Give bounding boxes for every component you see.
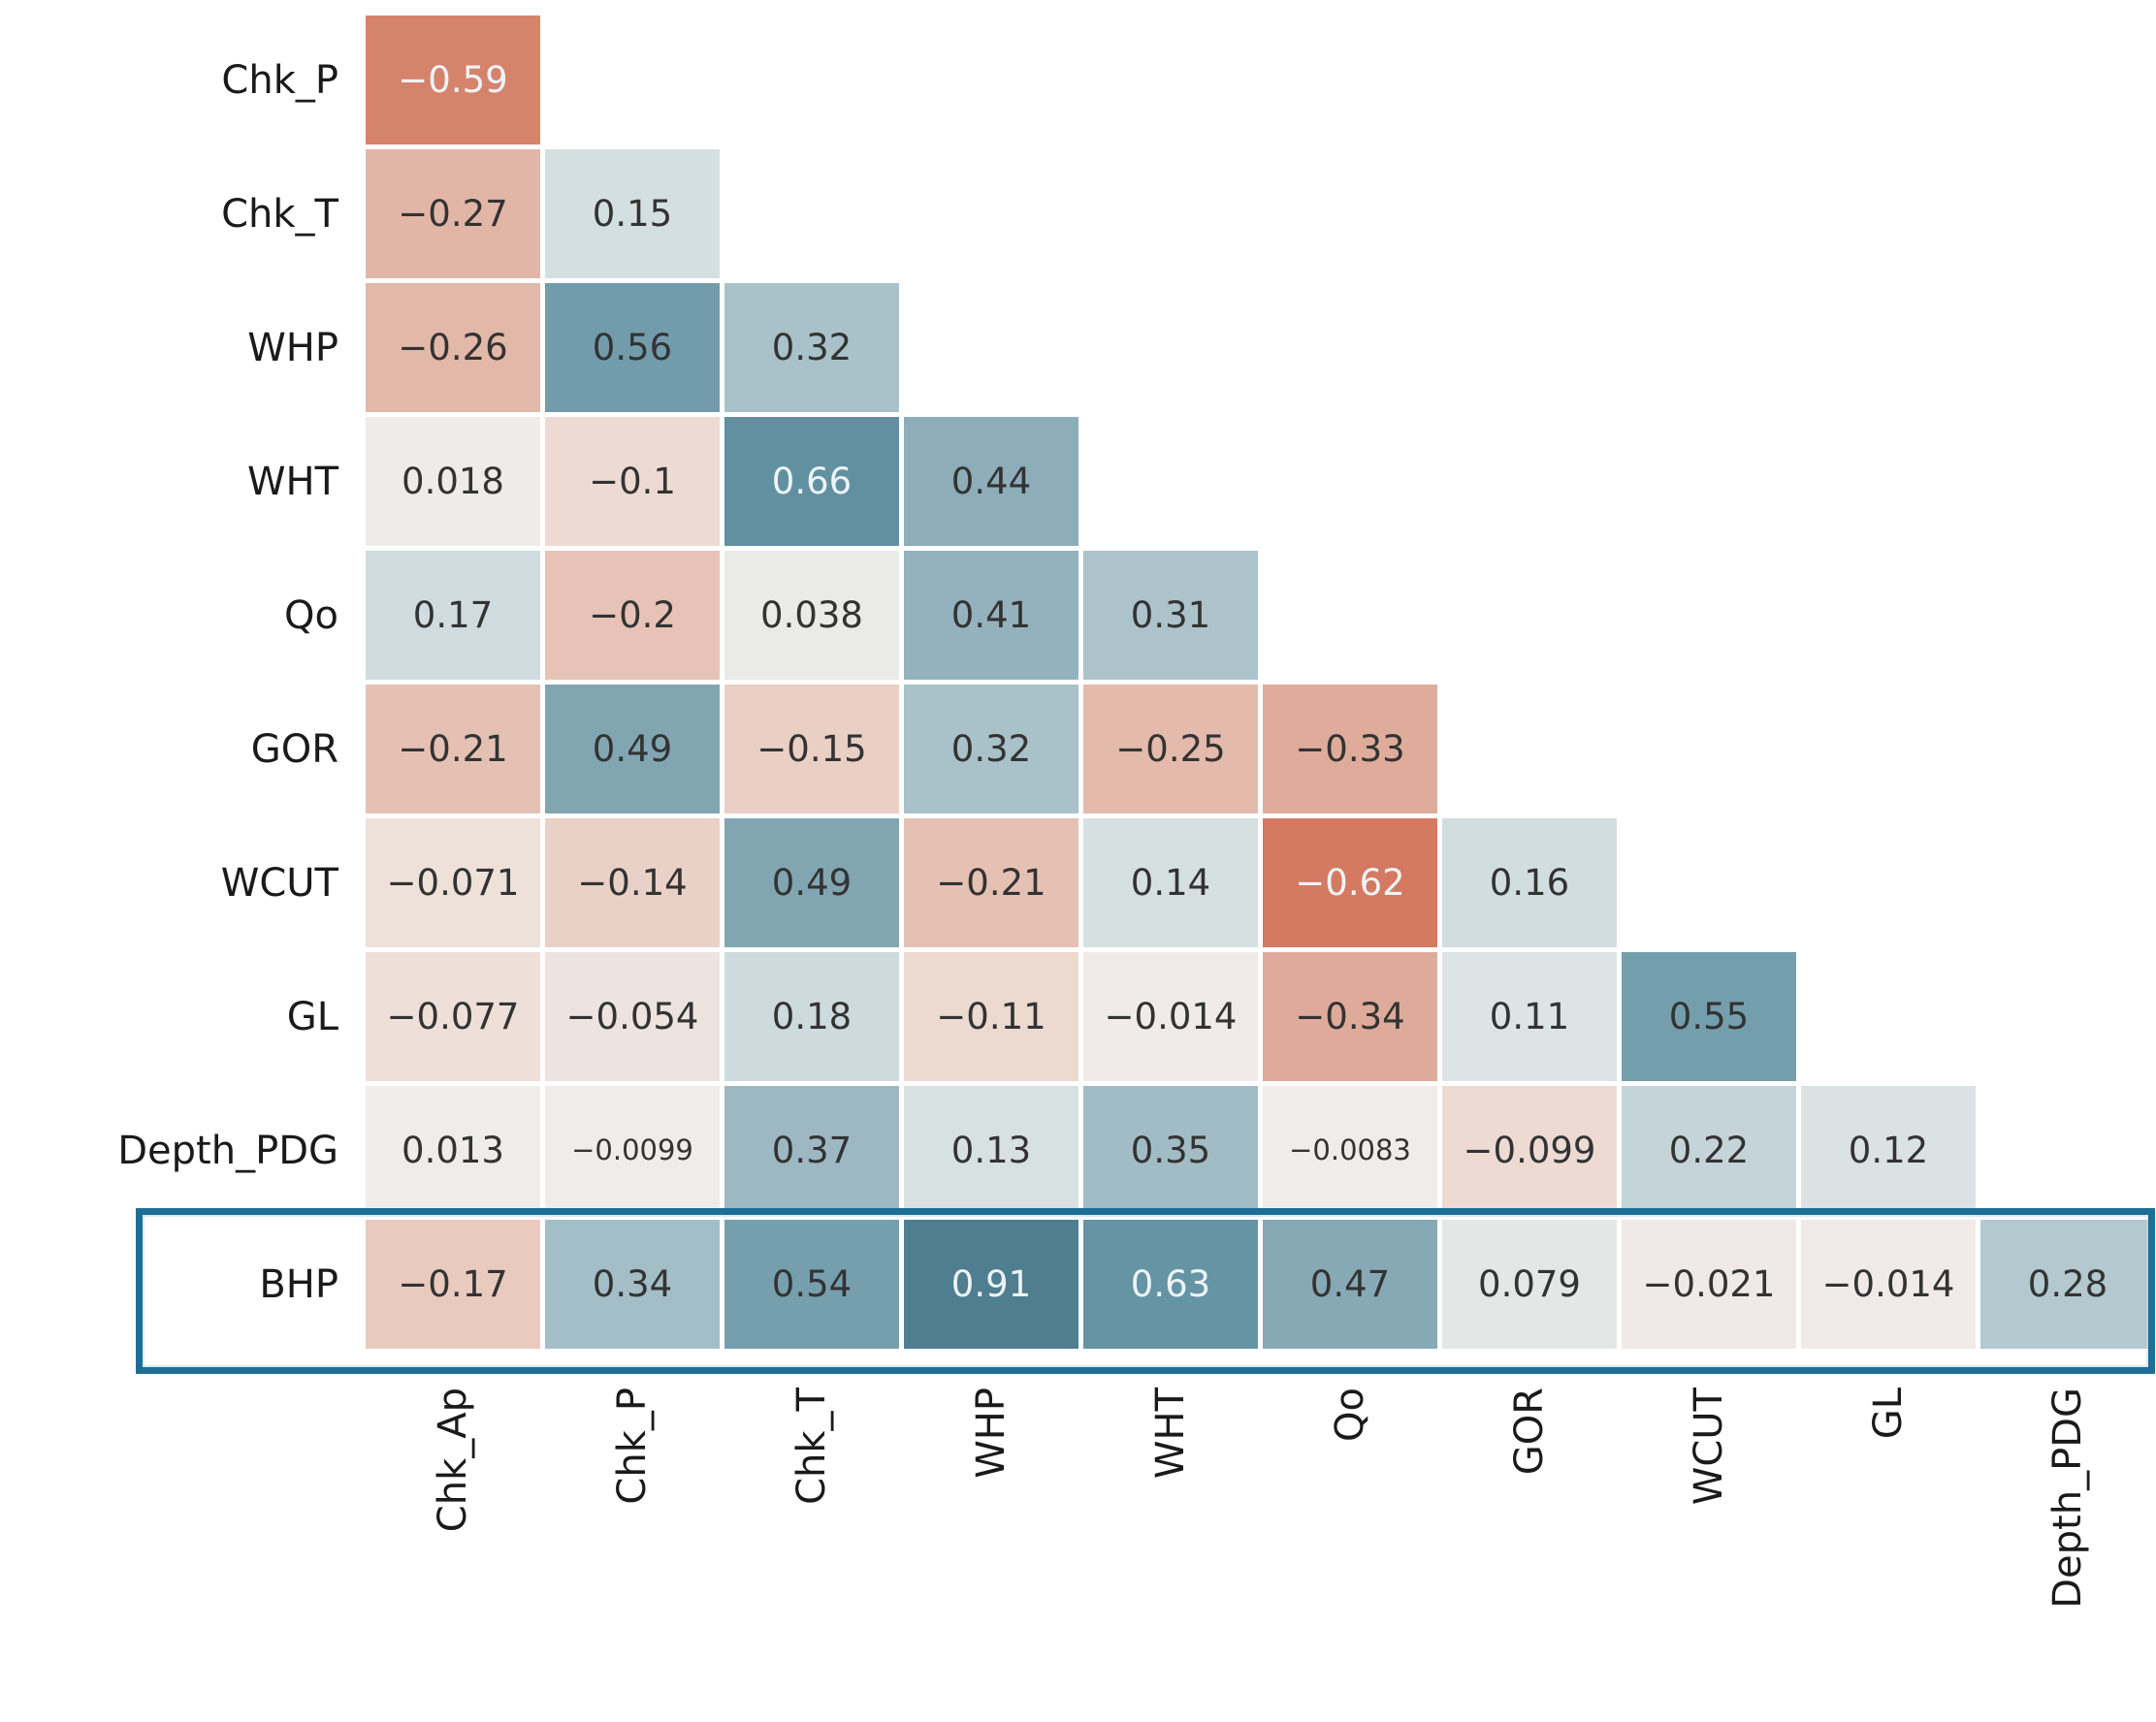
heatmap-cell-qo-wht: 0.31 <box>1083 551 1258 680</box>
heatmap-cell-wht-whp: 0.44 <box>904 417 1078 546</box>
column-label-chk_ap: Chk_Ap <box>366 1387 540 1698</box>
heatmap-cell-whp-chk_ap: −0.26 <box>366 283 540 412</box>
column-label-text: WCUT <box>1687 1387 1731 1506</box>
heatmap-cell-gl-gor: 0.11 <box>1442 952 1617 1081</box>
heatmap-cell-gor-chk_t: −0.15 <box>724 685 899 813</box>
heatmap-cell-gor-qo: −0.33 <box>1263 685 1437 813</box>
row-label-gl: GL <box>286 994 338 1039</box>
heatmap-cell-bhp-depth_pdg: 0.28 <box>1980 1220 2155 1349</box>
column-label-text: WHP <box>969 1387 1014 1479</box>
heatmap-cell-bhp-gl: −0.014 <box>1801 1220 1976 1349</box>
heatmap-cell-gor-chk_p: 0.49 <box>545 685 720 813</box>
heatmap-cell-bhp-wcut: −0.021 <box>1622 1220 1796 1349</box>
heatmap-cell-bhp-chk_p: 0.34 <box>545 1220 720 1349</box>
heatmap-cell-gl-chk_p: −0.054 <box>545 952 720 1081</box>
row-label-gor: GOR <box>250 726 338 772</box>
heatmap-cell-qo-chk_ap: 0.17 <box>366 551 540 680</box>
heatmap-cell-wcut-whp: −0.21 <box>904 818 1078 947</box>
heatmap-cell-gl-whp: −0.11 <box>904 952 1078 1081</box>
heatmap-cell-whp-chk_p: 0.56 <box>545 283 720 412</box>
heatmap-cell-depth_pdg-qo: −0.0083 <box>1263 1086 1437 1215</box>
heatmap-cell-chk_t-chk_ap: −0.27 <box>366 149 540 278</box>
heatmap-cell-chk_t-chk_p: 0.15 <box>545 149 720 278</box>
row-label-chk_p: Chk_P <box>221 57 338 103</box>
heatmap-cell-depth_pdg-whp: 0.13 <box>904 1086 1078 1215</box>
column-label-text: Qo <box>1328 1387 1372 1442</box>
heatmap-cell-bhp-whp: 0.91 <box>904 1220 1078 1349</box>
column-label-text: Chk_T <box>789 1387 834 1505</box>
heatmap-cell-chk_p-chk_ap: −0.59 <box>366 16 540 144</box>
column-label-text: Chk_Ap <box>431 1387 475 1533</box>
column-label-whp: WHP <box>904 1387 1078 1698</box>
heatmap-cell-gl-chk_t: 0.18 <box>724 952 899 1081</box>
heatmap-cell-qo-chk_p: −0.2 <box>545 551 720 680</box>
row-label-bhp: BHP <box>259 1261 338 1307</box>
heatmap-cell-depth_pdg-chk_t: 0.37 <box>724 1086 899 1215</box>
row-label-wcut: WCUT <box>220 860 338 906</box>
column-label-gor: GOR <box>1442 1387 1617 1698</box>
heatmap-cell-bhp-qo: 0.47 <box>1263 1220 1437 1349</box>
column-label-gl: GL <box>1801 1387 1976 1698</box>
heatmap-cell-depth_pdg-gor: −0.099 <box>1442 1086 1617 1215</box>
heatmap-cell-wcut-chk_ap: −0.071 <box>366 818 540 947</box>
heatmap-cell-gor-chk_ap: −0.21 <box>366 685 540 813</box>
heatmap-cell-qo-chk_t: 0.038 <box>724 551 899 680</box>
row-label-qo: Qo <box>284 592 338 638</box>
heatmap-cell-wht-chk_p: −0.1 <box>545 417 720 546</box>
heatmap-cell-wcut-chk_t: 0.49 <box>724 818 899 947</box>
column-label-qo: Qo <box>1263 1387 1437 1698</box>
column-label-wht: WHT <box>1083 1387 1258 1698</box>
heatmap-cell-wcut-chk_p: −0.14 <box>545 818 720 947</box>
heatmap-cell-wcut-wht: 0.14 <box>1083 818 1258 947</box>
heatmap-cell-wht-chk_t: 0.66 <box>724 417 899 546</box>
heatmap-cell-gor-whp: 0.32 <box>904 685 1078 813</box>
heatmap-cell-bhp-wht: 0.63 <box>1083 1220 1258 1349</box>
column-label-text: Depth_PDG <box>2045 1387 2090 1609</box>
column-label-wcut: WCUT <box>1622 1387 1796 1698</box>
heatmap-cell-bhp-chk_ap: −0.17 <box>366 1220 540 1349</box>
heatmap-cell-wcut-qo: −0.62 <box>1263 818 1437 947</box>
heatmap-cell-gl-wht: −0.014 <box>1083 952 1258 1081</box>
column-label-chk_t: Chk_T <box>724 1387 899 1698</box>
heatmap-cell-bhp-gor: 0.079 <box>1442 1220 1617 1349</box>
heatmap-cell-depth_pdg-chk_p: −0.0099 <box>545 1086 720 1215</box>
column-label-text: GL <box>1866 1387 1911 1440</box>
heatmap-cell-wht-chk_ap: 0.018 <box>366 417 540 546</box>
heatmap-cell-depth_pdg-gl: 0.12 <box>1801 1086 1976 1215</box>
column-label-text: GOR <box>1507 1387 1552 1476</box>
heatmap-cell-bhp-chk_t: 0.54 <box>724 1220 899 1349</box>
row-label-wht: WHT <box>246 459 338 504</box>
row-label-whp: WHP <box>247 325 338 370</box>
column-label-chk_p: Chk_P <box>545 1387 720 1698</box>
heatmap-cell-qo-whp: 0.41 <box>904 551 1078 680</box>
row-label-depth_pdg: Depth_PDG <box>117 1128 338 1173</box>
heatmap-cell-whp-chk_t: 0.32 <box>724 283 899 412</box>
column-label-text: Chk_P <box>610 1387 655 1505</box>
heatmap-cell-gor-wht: −0.25 <box>1083 685 1258 813</box>
column-label-text: WHT <box>1148 1387 1193 1480</box>
heatmap-cell-gl-chk_ap: −0.077 <box>366 952 540 1081</box>
bhp-row-highlight-box <box>136 1208 2155 1374</box>
heatmap-cell-depth_pdg-wht: 0.35 <box>1083 1086 1258 1215</box>
heatmap-cell-wcut-gor: 0.16 <box>1442 818 1617 947</box>
heatmap-cell-gl-qo: −0.34 <box>1263 952 1437 1081</box>
row-label-chk_t: Chk_T <box>221 191 338 237</box>
heatmap-cell-depth_pdg-wcut: 0.22 <box>1622 1086 1796 1215</box>
heatmap-cell-gl-wcut: 0.55 <box>1622 952 1796 1081</box>
column-label-depth_pdg: Depth_PDG <box>1980 1387 2155 1698</box>
heatmap-cell-depth_pdg-chk_ap: 0.013 <box>366 1086 540 1215</box>
